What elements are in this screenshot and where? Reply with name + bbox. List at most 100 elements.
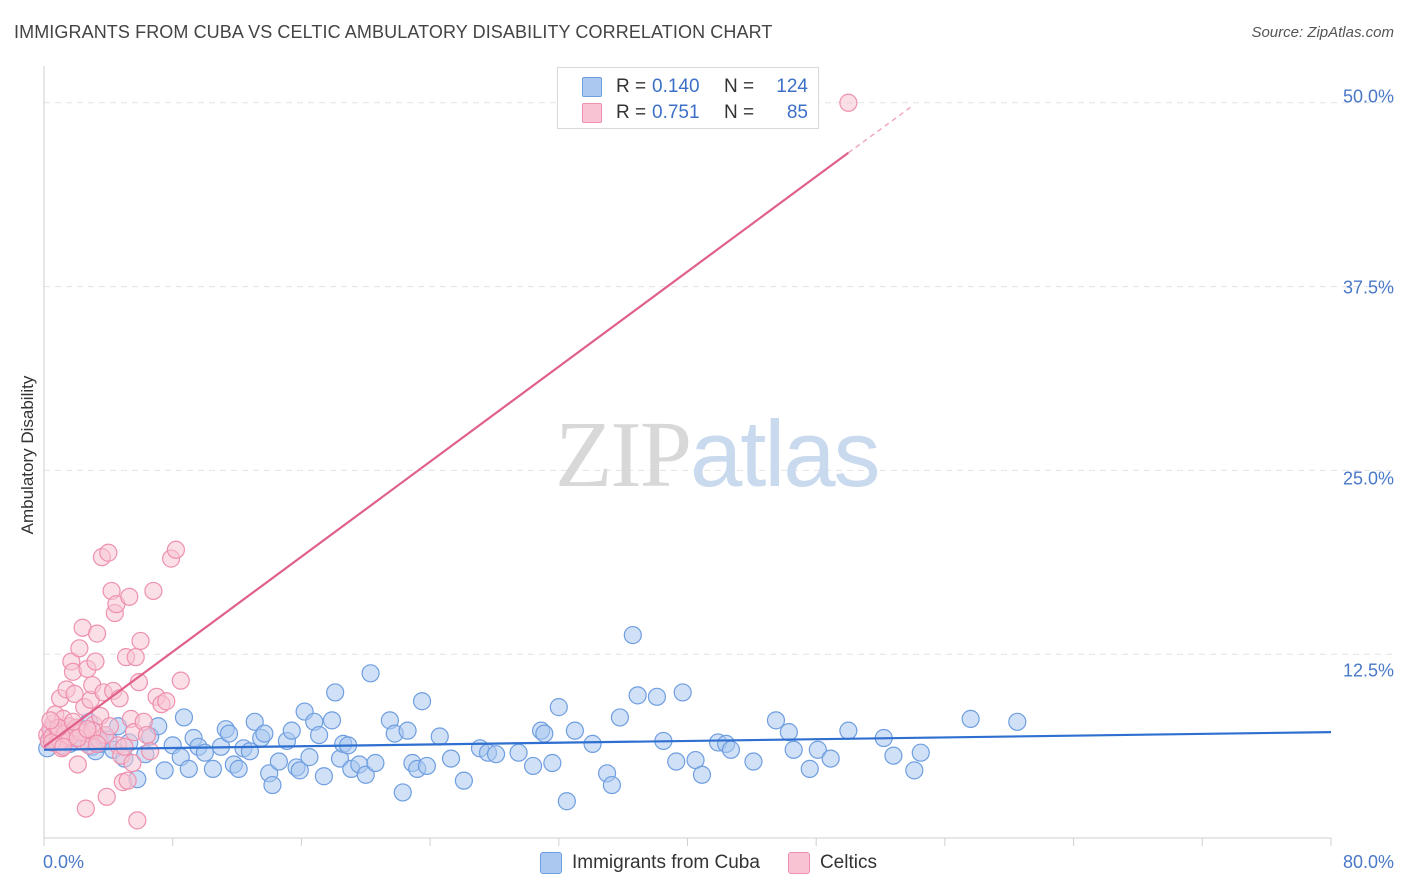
data-point <box>70 639 89 658</box>
data-point <box>123 753 142 773</box>
data-point <box>509 743 528 762</box>
data-point <box>961 709 980 728</box>
data-point <box>647 687 667 706</box>
data-point <box>174 708 194 727</box>
watermark-zip: ZIP <box>555 403 692 507</box>
data-point <box>137 725 157 745</box>
legend-swatch-pink <box>787 852 810 874</box>
data-point <box>300 748 319 767</box>
watermark-atlas: atlas <box>690 401 881 506</box>
data-point <box>166 540 186 559</box>
data-point <box>393 783 412 802</box>
data-point <box>282 721 301 740</box>
data-point <box>87 624 107 643</box>
legend-n-label: N = <box>724 76 755 97</box>
legend-r-label: R = <box>616 102 647 123</box>
gridlines <box>44 102 1393 655</box>
data-point <box>76 799 95 818</box>
correlation-legend: R = 0.140 N = 124 R = 0.751 N = 85 <box>557 67 819 129</box>
trend-line <box>43 151 850 748</box>
data-point <box>557 792 576 811</box>
y-tick-label: 25.0% <box>1342 468 1394 489</box>
trend-line <box>43 731 1332 751</box>
legend-label-cuba: Immigrants from Cuba <box>572 852 760 873</box>
data-point <box>628 686 647 705</box>
legend-row-cuba: R = 0.140 N = 124 <box>582 75 808 99</box>
data-point <box>131 631 150 651</box>
data-point <box>884 746 903 765</box>
data-point <box>155 761 174 780</box>
legend-item-celtics[interactable]: Celtics <box>787 852 877 874</box>
legend-r-label: R = <box>616 76 647 97</box>
data-point <box>219 724 239 743</box>
y-tick-label: 12.5% <box>1342 660 1394 681</box>
data-point <box>779 723 798 742</box>
axes <box>43 66 1332 846</box>
data-point <box>1008 712 1027 731</box>
data-point <box>141 742 160 761</box>
data-point <box>667 752 686 771</box>
data-point <box>454 771 473 790</box>
data-point <box>229 759 248 778</box>
data-point <box>263 775 282 795</box>
legend-n-value: 85 <box>786 102 808 123</box>
data-point <box>549 698 568 717</box>
data-point <box>203 759 223 778</box>
data-point <box>245 712 264 731</box>
data-point <box>398 721 417 740</box>
data-point <box>839 93 858 112</box>
y-axis-label: Ambulatory Disability <box>18 375 37 535</box>
data-point <box>309 725 329 745</box>
data-point <box>692 765 712 784</box>
legend-n-label: N = <box>724 102 755 123</box>
series-legend: Immigrants from Cuba Celtics <box>540 852 905 874</box>
data-point <box>744 752 763 771</box>
data-point <box>610 708 630 727</box>
data-point <box>905 761 924 780</box>
data-point <box>673 683 692 702</box>
source-label: Source: ZipAtlas.com <box>1251 24 1394 41</box>
trend-line-extension <box>847 105 914 154</box>
data-point <box>441 749 461 768</box>
data-point <box>65 684 84 703</box>
data-point <box>41 711 60 730</box>
data-point <box>602 775 621 795</box>
data-point <box>269 752 288 771</box>
data-point <box>430 727 449 746</box>
data-point <box>800 759 819 778</box>
trend-lines <box>43 105 1332 751</box>
data-point <box>290 761 309 780</box>
data-point <box>322 711 342 730</box>
data-point <box>144 581 163 601</box>
x-tick-label: 0.0% <box>43 852 85 872</box>
data-point <box>523 756 543 776</box>
data-point <box>171 671 190 690</box>
data-point <box>326 683 345 702</box>
data-point <box>361 664 380 683</box>
data-point <box>366 753 385 773</box>
data-point <box>565 721 584 740</box>
x-tick-label: 80.0% <box>1342 852 1394 872</box>
data-point <box>97 787 116 806</box>
data-point <box>356 765 375 784</box>
data-point <box>623 625 642 645</box>
y-tick-label: 37.5% <box>1342 277 1394 298</box>
data-point <box>99 543 118 562</box>
data-point <box>179 759 198 778</box>
data-point <box>583 734 602 753</box>
data-point <box>54 737 73 756</box>
data-point <box>86 652 105 671</box>
data-point <box>157 692 176 711</box>
legend-r-value: 0.751 <box>652 102 700 123</box>
legend-n-value: 124 <box>776 76 808 97</box>
legend-r-value: 0.140 <box>652 76 700 97</box>
legend-swatch-blue <box>540 852 562 874</box>
series-celtics <box>38 93 858 830</box>
data-point <box>839 721 858 740</box>
data-point <box>766 711 786 730</box>
data-point <box>120 587 139 606</box>
y-tick-label: 50.0% <box>1342 86 1394 107</box>
legend-item-cuba[interactable]: Immigrants from Cuba <box>540 852 760 874</box>
data-point <box>486 745 506 764</box>
